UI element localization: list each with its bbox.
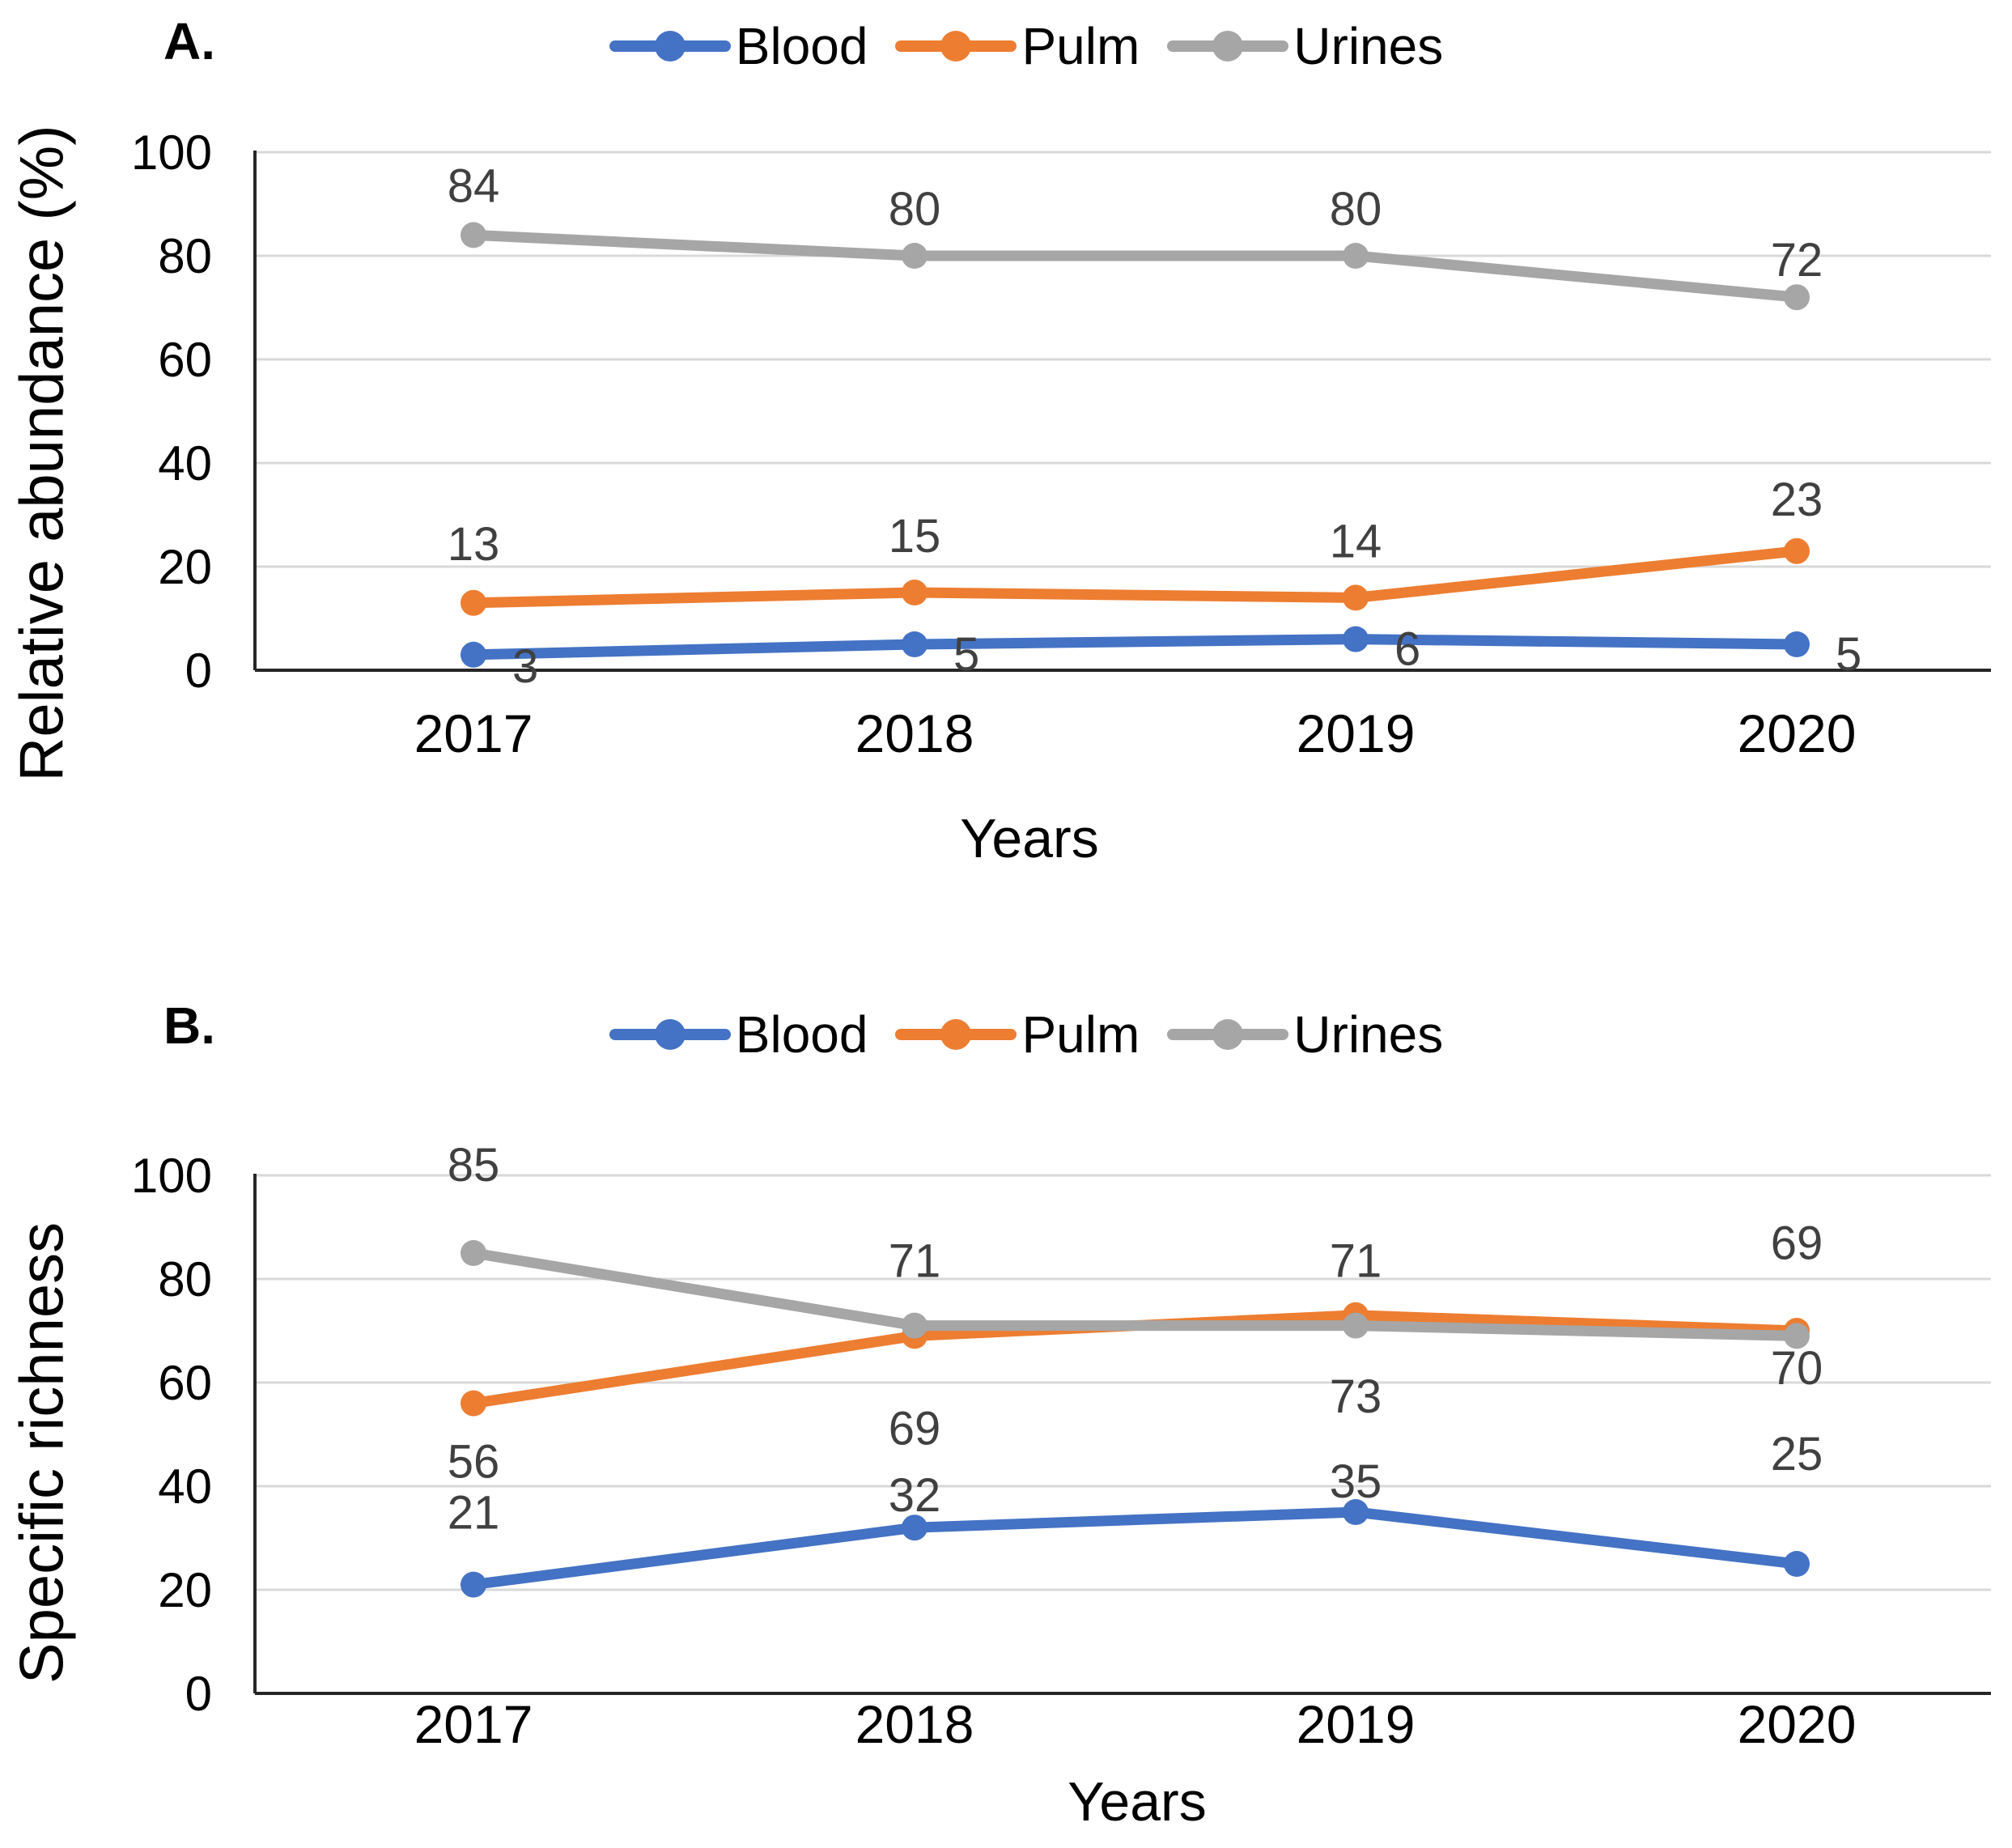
blood-marker bbox=[1343, 626, 1369, 652]
y-tick-label: 20 bbox=[158, 1563, 212, 1617]
y-tick-label: 40 bbox=[158, 1459, 212, 1514]
blood-line-marker-icon bbox=[609, 1017, 731, 1052]
legend-item-pulm-b: Pulm bbox=[895, 1005, 1140, 1064]
blood-marker bbox=[1343, 1499, 1369, 1525]
panel-b-label: B. bbox=[163, 996, 215, 1055]
x-axis-title-b: Years bbox=[1068, 1771, 1207, 1833]
blood-marker bbox=[461, 641, 486, 668]
x-tick-label: 2018 bbox=[855, 703, 974, 763]
urines-data-label: 80 bbox=[1330, 183, 1382, 236]
blood-line bbox=[468, 634, 1802, 661]
y-tick-label: 0 bbox=[185, 1667, 212, 1721]
pulm-data-label: 56 bbox=[448, 1436, 500, 1489]
urines-data-label: 85 bbox=[448, 1139, 500, 1192]
blood-data-label: 21 bbox=[448, 1487, 500, 1540]
x-tick-label: 2018 bbox=[855, 1694, 974, 1754]
urines-data-label: 71 bbox=[889, 1235, 941, 1288]
pulm-data-label: 23 bbox=[1771, 474, 1823, 526]
pulm-marker bbox=[1343, 584, 1369, 611]
pulm-line-marker-icon bbox=[895, 1017, 1017, 1052]
legend-item-pulm-a: Pulm bbox=[895, 16, 1140, 76]
urines-data-label: 84 bbox=[448, 159, 500, 212]
legend-b: Blood Pulm Urines bbox=[20, 1005, 2012, 1064]
pulm-line-marker-icon bbox=[895, 28, 1017, 64]
legend-item-urines-a: Urines bbox=[1167, 16, 1443, 76]
blood-line-marker-icon bbox=[609, 28, 731, 64]
urines-marker bbox=[461, 222, 486, 249]
y-axis-title-b: Specific richness bbox=[7, 1221, 77, 1684]
x-tick-label: 2017 bbox=[414, 1694, 533, 1754]
x-tick-label: 2019 bbox=[1297, 703, 1416, 763]
pulm-marker bbox=[1784, 537, 1810, 564]
y-tick-label: 60 bbox=[158, 333, 212, 387]
y-tick-label: 80 bbox=[158, 1252, 212, 1306]
blood-data-label: 25 bbox=[1771, 1428, 1823, 1481]
blood-marker bbox=[1784, 1551, 1810, 1577]
urines-marker bbox=[1343, 1312, 1369, 1339]
urines-data-label: 72 bbox=[1771, 234, 1823, 287]
urines-marker bbox=[461, 1240, 486, 1266]
pulm-line bbox=[468, 546, 1802, 609]
urines-marker bbox=[902, 243, 927, 269]
y-axis-title-a: Relative abundance (%) bbox=[7, 125, 77, 782]
blood-marker bbox=[461, 1571, 486, 1598]
x-tick-label: 2020 bbox=[1738, 1694, 1857, 1754]
urines-marker bbox=[902, 1312, 927, 1339]
legend-item-blood-a: Blood bbox=[609, 16, 868, 76]
urines-line bbox=[468, 229, 1802, 303]
y-tick-label: 20 bbox=[158, 540, 212, 594]
blood-data-label: 32 bbox=[889, 1469, 941, 1522]
y-tick-label: 0 bbox=[185, 644, 212, 698]
blood-marker bbox=[1784, 631, 1810, 657]
urines-marker bbox=[1784, 284, 1810, 311]
legend-a: Blood Pulm Urines bbox=[20, 16, 2012, 76]
y-tick-label: 100 bbox=[131, 1149, 212, 1203]
urines-line-marker-icon bbox=[1167, 28, 1289, 64]
urines-line bbox=[468, 1247, 1802, 1341]
panel-a-label: A. bbox=[163, 12, 215, 70]
x-tick-label: 2019 bbox=[1297, 1694, 1416, 1754]
urines-marker bbox=[1784, 1323, 1810, 1349]
pulm-data-label: 15 bbox=[889, 510, 941, 563]
blood-data-label: 5 bbox=[1836, 628, 1861, 681]
x-axis-title-a: Years bbox=[960, 808, 1099, 869]
legend-label-blood-a: Blood bbox=[735, 17, 868, 75]
legend-label-urines-b: Urines bbox=[1293, 1005, 1444, 1064]
pulm-data-label: 69 bbox=[889, 1402, 941, 1455]
legend-item-blood-b: Blood bbox=[609, 1005, 868, 1064]
pulm-marker bbox=[461, 1390, 486, 1417]
blood-data-label: 35 bbox=[1330, 1455, 1382, 1508]
y-tick-label: 40 bbox=[158, 436, 212, 491]
pulm-data-label: 73 bbox=[1330, 1370, 1382, 1423]
urines-data-label: 80 bbox=[889, 183, 941, 236]
pulm-data-label: 13 bbox=[448, 518, 500, 571]
legend-label-pulm-b: Pulm bbox=[1021, 1005, 1140, 1064]
legend-label-pulm-a: Pulm bbox=[1021, 17, 1140, 75]
blood-data-label: 5 bbox=[953, 628, 979, 681]
pulm-marker bbox=[461, 589, 486, 616]
legend-item-urines-b: Urines bbox=[1167, 1005, 1443, 1064]
pulm-marker bbox=[902, 580, 927, 605]
urines-data-label: 69 bbox=[1771, 1217, 1823, 1269]
legend-label-urines-a: Urines bbox=[1293, 17, 1444, 75]
urines-marker bbox=[1343, 243, 1369, 269]
pulm-data-label: 70 bbox=[1771, 1342, 1823, 1395]
x-tick-label: 2017 bbox=[414, 703, 533, 763]
y-tick-label: 80 bbox=[158, 229, 212, 283]
blood-marker bbox=[902, 1515, 927, 1541]
blood-data-label: 3 bbox=[512, 640, 538, 693]
pulm-data-label: 14 bbox=[1330, 515, 1382, 567]
x-tick-label: 2020 bbox=[1738, 703, 1857, 763]
y-tick-label: 100 bbox=[131, 125, 212, 180]
blood-marker bbox=[902, 631, 927, 657]
urines-data-label: 71 bbox=[1330, 1235, 1382, 1288]
blood-data-label: 6 bbox=[1394, 623, 1420, 676]
legend-label-blood-b: Blood bbox=[735, 1005, 868, 1064]
urines-line-marker-icon bbox=[1167, 1017, 1289, 1052]
y-tick-label: 60 bbox=[158, 1356, 212, 1410]
blood-line bbox=[468, 1506, 1802, 1591]
